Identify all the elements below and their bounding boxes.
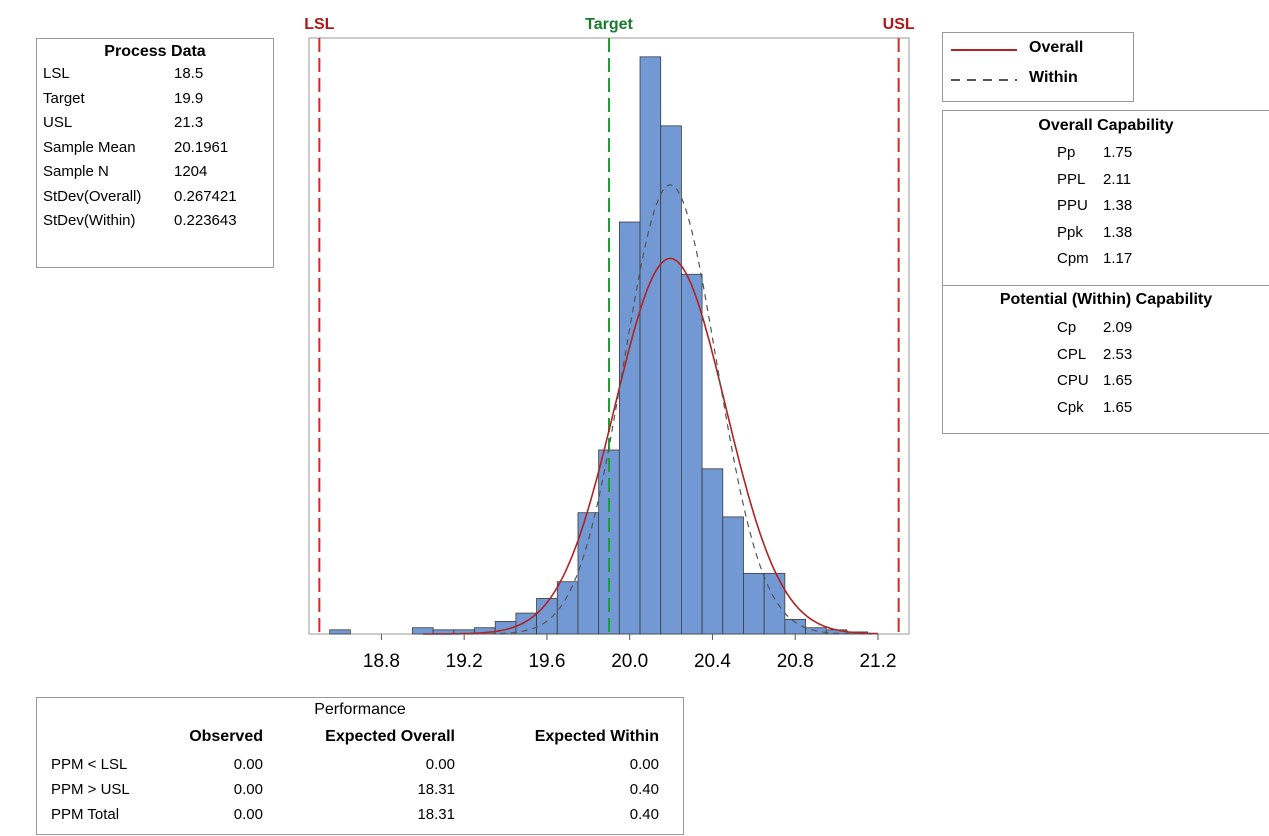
x-tick-label: 18.8	[363, 651, 400, 672]
process-data-value: 0.267421	[174, 187, 237, 205]
process-data-label: Sample Mean	[43, 138, 136, 156]
capability-label: PPU	[1057, 197, 1088, 214]
capability-label: Cp	[1057, 319, 1077, 336]
capability-value: 1.38	[1103, 223, 1133, 241]
capability-label: Cpk	[1057, 398, 1084, 416]
capability-value: 1.38	[1103, 197, 1133, 214]
process-data-title: Process Data	[104, 43, 206, 60]
process-data-value: 21.3	[174, 114, 204, 131]
performance-cell: 18.31	[417, 781, 455, 798]
x-tick-label: 20.0	[611, 651, 648, 672]
within-dashed-line-icon	[951, 79, 1017, 81]
capability-value: 2.11	[1103, 170, 1132, 188]
capability-panel: Overall Capability Pp 1.75 PPL 2.11 PPU 1.38 P…	[942, 110, 1269, 434]
histogram-bar	[681, 273, 703, 635]
performance-row-label: PPM < LSL	[51, 756, 128, 773]
x-tick-label: 21.2	[859, 651, 896, 672]
histogram-bar	[660, 125, 682, 635]
process-data-value: 0.223643	[174, 212, 237, 229]
process-data-value: 18.5	[174, 65, 204, 82]
process-data-label: StDev(Within)	[43, 212, 136, 229]
histogram-bar	[618, 221, 641, 635]
curve-within	[422, 184, 878, 635]
histogram-bar	[329, 629, 351, 635]
capability-label: Cpm	[1057, 250, 1089, 267]
x-tick-label: 20.4	[694, 651, 731, 672]
capability-histogram: LSL Target USL 18.8 19.2 19.6 20.0 20.4 20.8 21.2	[304, 16, 915, 672]
legend-overall-label: Overall	[1029, 39, 1084, 56]
x-tick-label: 19.6	[528, 651, 565, 672]
performance-cell: 0.00	[233, 781, 263, 798]
process-data-value: 1204	[174, 163, 208, 180]
process-data-label: StDev(Overall)	[43, 187, 142, 205]
performance-cell: 0.00	[233, 806, 263, 823]
spec-label-target: Target	[585, 16, 633, 33]
capability-label: CPU	[1057, 372, 1089, 389]
capability-value: 1.65	[1103, 372, 1133, 389]
legend-within-label: Within	[1029, 69, 1078, 86]
capability-value: 2.53	[1103, 345, 1133, 363]
process-data-value: 19.9	[174, 89, 204, 107]
capability-label: PPL	[1057, 170, 1086, 188]
potential-capability-title: Potential (Within) Capability	[999, 291, 1213, 308]
performance-cell: 0.00	[629, 756, 659, 773]
overall-line-icon	[951, 49, 1017, 51]
performance-cell: 0.40	[629, 806, 659, 823]
process-data-label: Target	[43, 89, 85, 107]
performance-cell: 18.31	[417, 806, 455, 823]
histogram-bar	[763, 572, 786, 635]
performance-row-label: PPM Total	[51, 806, 120, 823]
histogram-bar	[722, 516, 744, 635]
capability-value: 1.17	[1103, 250, 1133, 267]
performance-row-label: PPM > USL	[51, 781, 130, 798]
performance-cell: 0.40	[629, 781, 659, 798]
capability-value: 1.65	[1103, 398, 1133, 416]
performance-column-header: Expected Within	[534, 728, 659, 745]
histogram-bar	[743, 572, 765, 635]
spec-label-lsl: LSL	[304, 16, 334, 33]
process-data-panel: Process Data LSL 18.5 Target 19.9 USL 21.3 Sam…	[36, 38, 274, 268]
capability-label: Pp	[1057, 144, 1076, 161]
capability-label: Ppk	[1057, 223, 1083, 241]
histogram-bar	[701, 468, 724, 635]
capability-label: CPL	[1057, 345, 1087, 363]
histogram-bar	[639, 56, 662, 635]
curve-overall	[422, 257, 879, 635]
performance-title: Performance	[314, 701, 406, 718]
performance-column-header: Expected Overall	[325, 728, 455, 745]
process-data-value: 20.1961	[174, 138, 229, 156]
performance-column-header: Observed	[189, 728, 263, 745]
process-data-label: USL	[43, 114, 73, 131]
process-data-label: LSL	[43, 65, 70, 82]
legend: Overall Within	[942, 32, 1134, 102]
x-tick-label: 19.2	[446, 651, 483, 672]
capability-value: 1.75	[1103, 144, 1133, 161]
performance-cell: 0.00	[425, 756, 455, 773]
performance-cell: 0.00	[233, 756, 263, 773]
performance-panel: Performance Observed Expected Overall Expe…	[36, 697, 684, 835]
process-data-label: Sample N	[43, 163, 109, 180]
capability-value: 2.09	[1103, 319, 1133, 336]
capability-divider	[943, 285, 1269, 286]
x-tick-label: 20.8	[777, 651, 814, 672]
overall-capability-title: Overall Capability	[1038, 117, 1174, 134]
spec-label-usl: USL	[883, 16, 915, 33]
histogram-bar	[412, 627, 434, 635]
